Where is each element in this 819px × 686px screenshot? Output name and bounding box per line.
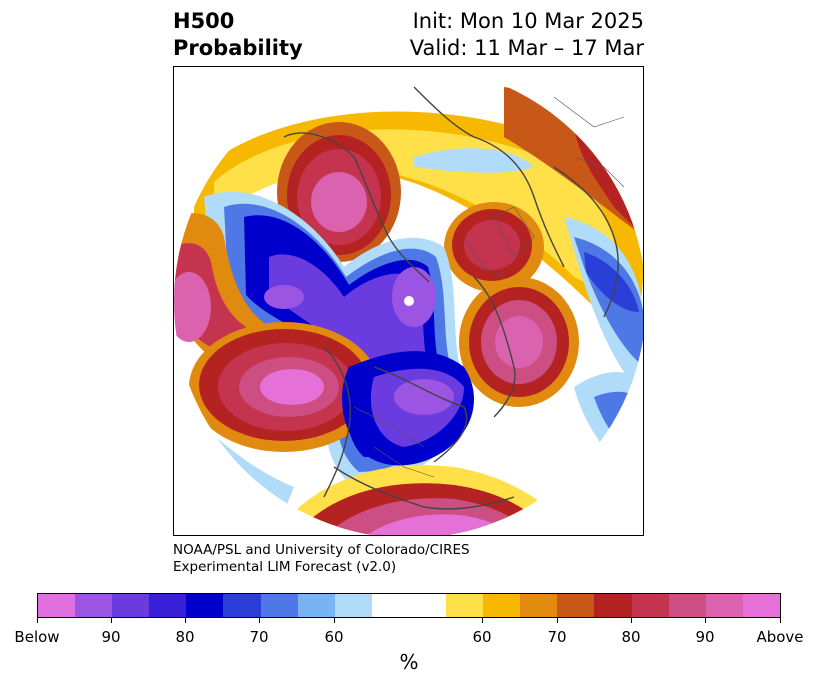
colorbar-segment <box>371 594 447 617</box>
polar-map-svg <box>174 67 643 535</box>
map-title: H500 Probability <box>173 8 303 62</box>
colorbar-segment <box>705 594 743 617</box>
colorbar-segment <box>112 594 150 617</box>
data-credit: NOAA/PSL and University of Colorado/CIRE… <box>173 542 470 576</box>
title-line-variable: H500 <box>173 9 235 33</box>
colorbar-tick-label: Below <box>14 628 60 646</box>
credit-line-1: NOAA/PSL and University of Colorado/CIRE… <box>173 542 470 558</box>
colorbar-tick <box>259 618 260 623</box>
colorbar-segment <box>446 594 484 617</box>
init-date-label: Init: Mon 10 Mar 2025 <box>412 9 644 33</box>
colorbar-segment <box>149 594 187 617</box>
colorbar-tick <box>482 618 483 623</box>
colorbar-tick-label: 70 <box>249 628 269 646</box>
colorbar-tick-label: 90 <box>101 628 121 646</box>
colorbar-segment <box>594 594 632 617</box>
colorbar-segment <box>483 594 521 617</box>
colorbar-segment <box>668 594 706 617</box>
colorbar-segment <box>223 594 261 617</box>
colorbar-tick-label: 80 <box>175 628 195 646</box>
colorbar-tick <box>705 618 706 623</box>
colorbar-tick <box>185 618 186 623</box>
title-line-product: Probability <box>173 36 303 60</box>
probability-map <box>173 66 644 536</box>
colorbar-segment <box>742 594 780 617</box>
colorbar-unit: % <box>399 650 419 674</box>
probability-field <box>174 67 643 535</box>
colorbar-tick <box>631 618 632 623</box>
colorbar-segment <box>75 594 113 617</box>
colorbar-tick-label: 90 <box>695 628 715 646</box>
valid-date-label: Valid: 11 Mar – 17 Mar <box>409 36 644 60</box>
colorbar <box>37 593 781 618</box>
colorbar-segment <box>297 594 335 617</box>
colorbar-segment <box>38 594 76 617</box>
colorbar-tick-label: 60 <box>472 628 492 646</box>
colorbar-tick-label: 60 <box>324 628 344 646</box>
colorbar-segment <box>520 594 558 617</box>
colorbar-tick-label: 80 <box>621 628 641 646</box>
colorbar-tick <box>557 618 558 623</box>
credit-line-2: Experimental LIM Forecast (v2.0) <box>173 559 397 575</box>
borders <box>353 96 625 478</box>
colorbar-tick-label: Above <box>756 628 804 646</box>
forecast-dates: Init: Mon 10 Mar 2025 Valid: 11 Mar – 17… <box>410 8 644 62</box>
colorbar-tick-label: 70 <box>547 628 567 646</box>
coastlines <box>283 86 619 510</box>
colorbar-tick <box>37 618 38 623</box>
colorbar-segment <box>631 594 669 617</box>
colorbar-segment <box>186 594 224 617</box>
colorbar-segment <box>260 594 298 617</box>
colorbar-tick <box>334 618 335 623</box>
colorbar-segment <box>557 594 595 617</box>
colorbar-segment <box>334 594 372 617</box>
colorbar-tick <box>111 618 112 623</box>
colorbar-tick <box>780 618 781 623</box>
